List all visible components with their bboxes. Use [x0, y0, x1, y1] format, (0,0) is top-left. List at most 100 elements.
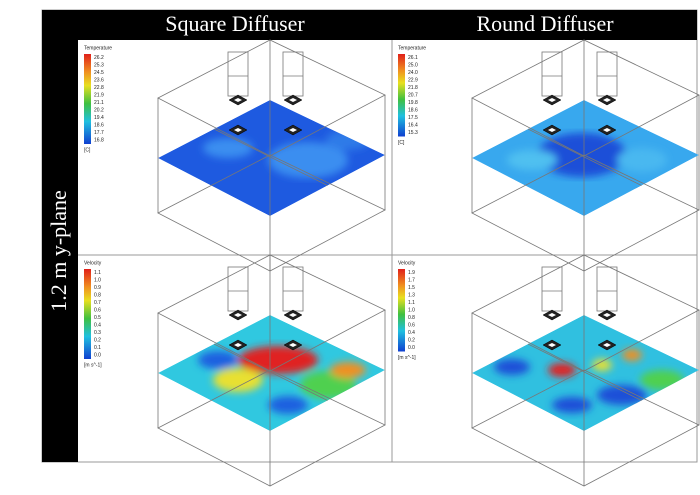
column-title: Square Diffuser — [165, 11, 305, 36]
diffuser-inner — [603, 98, 611, 102]
legend-unit: [m s^-1] — [84, 362, 102, 368]
legend-tick-label: 0.4 — [94, 323, 101, 329]
legend-tick-label: 0.2 — [408, 338, 415, 344]
legend-tick-label: 1.1 — [94, 270, 101, 276]
legend-tick-label: 22.8 — [94, 85, 104, 91]
legend-tick-label: 20.2 — [94, 108, 104, 114]
legend-title: Temperature — [84, 45, 112, 51]
diffuser-inner — [548, 98, 556, 102]
diffuser-inner — [548, 313, 556, 317]
result-panel: Velocity1.11.00.90.80.70.60.50.40.30.20.… — [84, 254, 386, 487]
contour-blob — [592, 359, 612, 371]
result-panel: Velocity 1.9 1.71.5 1.31.1 1.00.8 0.60.4 0.20.… — [398, 254, 700, 487]
legend-tick-label: 21.1 — [94, 100, 104, 106]
legend-tick-label: 23.6 — [94, 78, 104, 84]
legend-tick-label: 0.7 — [94, 300, 101, 306]
contour-blob — [597, 385, 647, 405]
legend-tick-label: 16.8 — [94, 138, 104, 144]
legend-tick-label: 1.9 — [408, 270, 415, 276]
contour-blob — [507, 150, 557, 170]
header-band — [42, 10, 697, 40]
diffuser-inner — [289, 98, 297, 102]
diffuser-inner — [234, 343, 242, 347]
legend-unit: [C] — [398, 140, 405, 146]
legend-tick-label: 0.2 — [94, 338, 101, 344]
contour-blob — [268, 396, 308, 414]
legend-tick-label: 1.5 — [408, 285, 415, 291]
legend-tick-label: 0.8 — [408, 315, 415, 321]
legend-tick-label: 16.4 — [408, 123, 418, 129]
contour-blob — [198, 351, 238, 369]
contour-blob — [552, 397, 592, 413]
contour-blob — [268, 142, 348, 178]
legend-tick-label: 17.7 — [94, 130, 104, 136]
legend-tick-label: 18.6 — [94, 123, 104, 129]
legend-tick-label: 26.2 — [94, 55, 104, 61]
legend-tick-label: 21.9 — [94, 93, 104, 99]
colorbar — [84, 269, 91, 359]
diffuser-inner — [289, 343, 297, 347]
contour-blob — [617, 148, 667, 172]
legend-tick-label: 0.4 — [408, 330, 415, 336]
contour-blobs — [494, 349, 684, 413]
diffuser-inner — [234, 313, 242, 317]
diffuser-inner — [603, 128, 611, 132]
legend-title: Velocity — [84, 260, 102, 266]
legend-tick-label: 1.1 — [408, 300, 415, 306]
contour-blob — [330, 362, 366, 378]
diffuser-inner — [289, 313, 297, 317]
box-edge — [213, 343, 328, 401]
diffuser-inner — [603, 343, 611, 347]
legend-tick-label: 22.9 — [408, 78, 418, 84]
legend-tick-label: 0.0 — [94, 353, 101, 359]
diffuser-inner — [289, 128, 297, 132]
contour-blob — [548, 363, 576, 377]
contour-blob — [622, 349, 642, 361]
legend-tick-label: 1.0 — [94, 278, 101, 284]
legend-tick-label: 25.3 — [94, 63, 104, 69]
column-title: Round Diffuser — [476, 11, 614, 36]
legend-tick-label: 17.5 — [408, 115, 418, 121]
legend-tick-label: 1.3 — [408, 293, 415, 299]
legend-unit: [C] — [84, 147, 91, 153]
diffuser-inner — [234, 128, 242, 132]
legend-tick-label: 1.0 — [408, 308, 415, 314]
box-edge — [527, 343, 642, 401]
legend-tick-label: 0.8 — [94, 293, 101, 299]
result-panel: Temperature 26.1 25.024.0 22.921.8 20.719.8 1… — [398, 39, 700, 272]
contour-blobs — [198, 346, 366, 414]
legend-tick-label: 18.6 — [408, 108, 418, 114]
legend-tick-label: 26.1 — [408, 55, 418, 61]
legend-tick-label: 20.7 — [408, 93, 418, 99]
contour-blob — [300, 371, 356, 399]
legend-tick-label: 25.0 — [408, 63, 418, 69]
legend-tick-label: 19.8 — [408, 100, 418, 106]
diffuser-inner — [548, 128, 556, 132]
colorbar — [398, 54, 405, 137]
legend-tick-label: 0.6 — [408, 323, 415, 329]
legend-tick-label: 0.0 — [408, 345, 415, 351]
legend-tick-label: 0.6 — [94, 308, 101, 314]
legend-tick-label: 0.3 — [94, 330, 101, 336]
legend-tick-label: 0.9 — [94, 285, 101, 291]
contour-blob — [203, 138, 253, 158]
contour-blob — [238, 346, 318, 374]
legend-tick-label: 15.3 — [408, 130, 418, 136]
legend-title: Temperature — [398, 45, 426, 51]
legend-tick-label: 0.5 — [94, 315, 101, 321]
diffuser-inner — [603, 313, 611, 317]
diffuser-inner — [234, 98, 242, 102]
legend-title: Velocity — [398, 260, 416, 266]
legend-unit: [m s^-1] — [398, 355, 416, 361]
colorbar — [84, 54, 91, 144]
legend-tick-label: 0.1 — [94, 345, 101, 351]
legend-tick-label: 19.4 — [94, 115, 104, 121]
contour-blob — [213, 368, 263, 392]
colorbar — [398, 269, 405, 352]
legend-tick-label: 21.8 — [408, 85, 418, 91]
row-label: 1.2 m y-plane — [46, 190, 71, 312]
contour-blob — [494, 359, 530, 375]
row-label-band — [42, 10, 78, 462]
legend-tick-label: 24.0 — [408, 70, 418, 76]
